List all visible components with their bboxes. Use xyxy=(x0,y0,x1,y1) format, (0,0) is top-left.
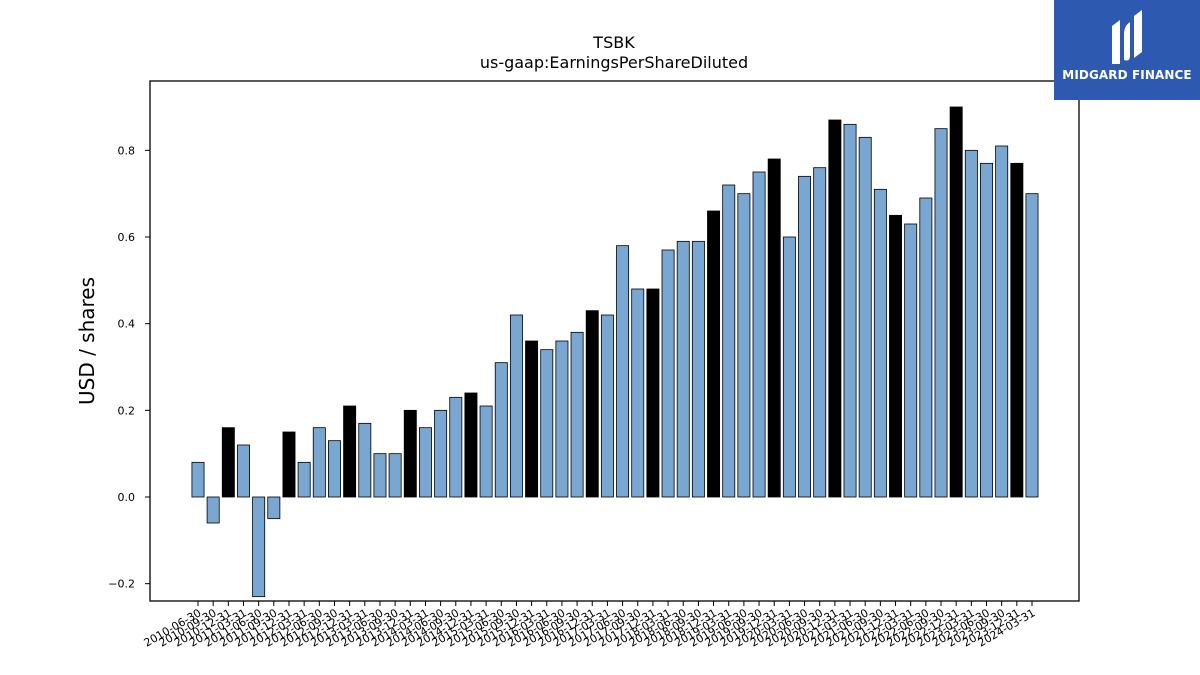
bar-2021-09-30 xyxy=(873,188,887,498)
bar-2011-03-31 xyxy=(237,444,250,498)
bar-2012-12-31 xyxy=(343,405,357,498)
bar-2023-06-30 xyxy=(980,162,993,498)
bar-2022-09-30 xyxy=(934,128,948,498)
bars-group xyxy=(191,106,1039,598)
bar-2017-12-31 xyxy=(646,288,660,498)
bar-2021-03-31 xyxy=(843,123,857,498)
bar-2017-06-30 xyxy=(616,245,630,498)
y-tick-label: 0.4 xyxy=(118,318,136,331)
y-tick-label: 0.8 xyxy=(118,144,136,157)
x-axis: 2010-06-302010-09-302010-12-312011-03-31… xyxy=(142,601,1038,650)
brand-logo: MIDGARD FINANCE xyxy=(1054,0,1200,100)
bar-2020-12-31 xyxy=(828,119,842,498)
bar-2016-03-31 xyxy=(540,349,554,498)
bar-2014-09-30 xyxy=(449,396,463,498)
bar-2011-09-30 xyxy=(267,496,281,520)
plot-frame xyxy=(149,80,1080,602)
bar-2014-06-30 xyxy=(434,409,448,498)
bar-2016-09-30 xyxy=(570,331,584,498)
logo-text: MIDGARD FINANCE xyxy=(1062,68,1192,82)
bar-2014-03-31 xyxy=(418,427,432,498)
bar-2018-12-31 xyxy=(707,210,721,498)
bar-2016-12-31 xyxy=(585,310,599,498)
bar-2019-06-30 xyxy=(737,193,751,498)
bar-2022-06-30 xyxy=(919,197,933,498)
bar-2019-09-30 xyxy=(752,171,766,498)
y-tick-label: 0.2 xyxy=(118,404,136,417)
bar-2015-03-31 xyxy=(479,405,493,498)
bar-2017-03-31 xyxy=(600,314,614,498)
bar-2018-03-31 xyxy=(661,249,675,498)
bar-2011-12-31 xyxy=(282,431,296,498)
bar-2016-06-30 xyxy=(555,340,569,498)
bar-2013-09-30 xyxy=(388,453,402,498)
bar-2010-09-30 xyxy=(206,496,220,524)
y-tick-label: 0.6 xyxy=(118,231,136,244)
bar-2017-09-30 xyxy=(631,288,645,498)
chart-subtitle: us-gaap:EarningsPerShareDiluted xyxy=(480,53,748,72)
y-axis: −0.2 0.0 0.2 0.4 0.6 0.8 xyxy=(108,144,150,591)
bar-2011-06-30 xyxy=(252,496,266,598)
bar-2015-12-31 xyxy=(525,340,539,498)
bar-2013-03-31 xyxy=(358,422,372,498)
bar-2019-12-31 xyxy=(767,158,781,498)
bar-2021-12-31 xyxy=(889,214,902,498)
bar-2010-06-30 xyxy=(191,461,205,498)
bar-2022-12-31 xyxy=(949,106,963,498)
bar-2020-09-30 xyxy=(813,167,827,498)
bar-2012-09-30 xyxy=(328,440,341,498)
bar-2019-03-31 xyxy=(722,184,736,498)
bar-2012-06-30 xyxy=(312,427,326,498)
bar-2024-03-31 xyxy=(1025,193,1039,498)
bar-2015-09-30 xyxy=(509,314,523,498)
bar-2023-09-30 xyxy=(995,145,1009,498)
bar-2021-06-30 xyxy=(858,136,872,498)
bar-2018-06-30 xyxy=(676,240,690,498)
bar-2020-06-30 xyxy=(798,175,812,498)
y-tick-label: −0.2 xyxy=(108,578,135,591)
bar-2015-06-30 xyxy=(494,362,508,498)
bar-2023-03-31 xyxy=(964,149,978,498)
y-tick-label: 0.0 xyxy=(118,491,136,504)
bar-2022-03-31 xyxy=(904,223,918,498)
bar-2023-12-31 xyxy=(1010,162,1024,498)
bar-2012-03-31 xyxy=(297,461,311,498)
bar-2010-12-31 xyxy=(221,427,235,498)
bar-2018-09-30 xyxy=(691,240,705,498)
midgard-finance-logo-mark-icon xyxy=(1112,10,1142,64)
bar-2013-12-31 xyxy=(403,409,417,498)
bar-2020-03-31 xyxy=(782,236,796,498)
bar-2014-12-31 xyxy=(464,392,478,498)
y-axis-label: USD / shares xyxy=(75,277,99,405)
bar-2013-06-30 xyxy=(373,453,387,498)
chart-title: TSBK xyxy=(592,33,635,52)
